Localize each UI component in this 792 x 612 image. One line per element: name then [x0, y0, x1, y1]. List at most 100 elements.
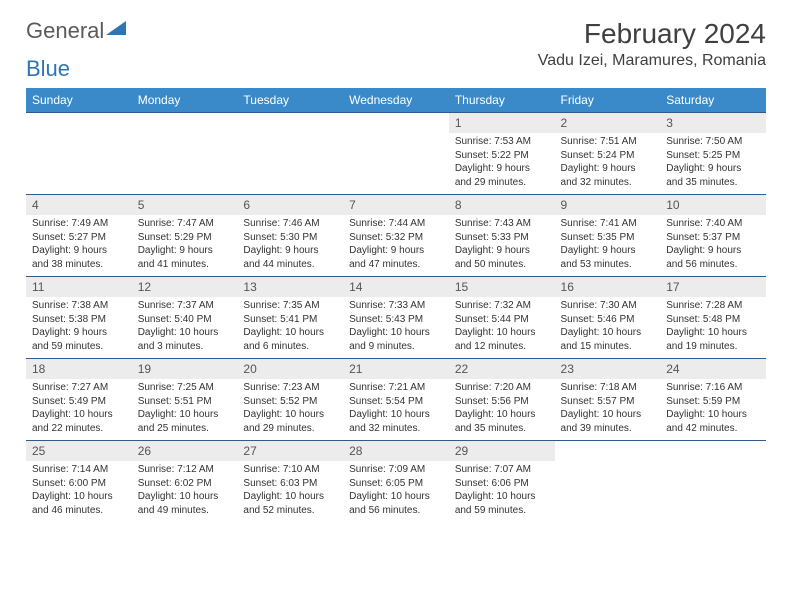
calendar-cell: 17Sunrise: 7:28 AMSunset: 5:48 PMDayligh… [660, 277, 766, 359]
calendar-cell [660, 441, 766, 523]
day-number: 20 [237, 359, 343, 379]
day-detail-line: Sunset: 5:41 PM [243, 313, 337, 327]
day-details: Sunrise: 7:16 AMSunset: 5:59 PMDaylight:… [660, 379, 766, 439]
day-detail-line: Sunset: 5:43 PM [349, 313, 443, 327]
calendar-cell: 9Sunrise: 7:41 AMSunset: 5:35 PMDaylight… [555, 195, 661, 277]
day-detail-line: Daylight: 10 hours [243, 326, 337, 340]
day-detail-line: and 38 minutes. [32, 258, 126, 272]
day-detail-line: Sunrise: 7:23 AM [243, 381, 337, 395]
day-number: 12 [132, 277, 238, 297]
day-detail-line: Sunrise: 7:10 AM [243, 463, 337, 477]
day-detail-line: and 29 minutes. [243, 422, 337, 436]
logo-triangle-icon [106, 21, 126, 37]
day-number: 23 [555, 359, 661, 379]
day-number: 29 [449, 441, 555, 461]
day-number: 17 [660, 277, 766, 297]
day-details: Sunrise: 7:38 AMSunset: 5:38 PMDaylight:… [26, 297, 132, 357]
day-detail-line: Sunrise: 7:38 AM [32, 299, 126, 313]
day-details: Sunrise: 7:14 AMSunset: 6:00 PMDaylight:… [26, 461, 132, 521]
day-detail-line: Sunset: 5:51 PM [138, 395, 232, 409]
day-details: Sunrise: 7:10 AMSunset: 6:03 PMDaylight:… [237, 461, 343, 521]
day-detail-line: Daylight: 9 hours [561, 162, 655, 176]
day-details: Sunrise: 7:47 AMSunset: 5:29 PMDaylight:… [132, 215, 238, 275]
day-detail-line: Sunrise: 7:18 AM [561, 381, 655, 395]
day-number: 7 [343, 195, 449, 215]
day-detail-line: Daylight: 10 hours [666, 408, 760, 422]
calendar-table: Sunday Monday Tuesday Wednesday Thursday… [26, 88, 766, 523]
day-detail-line: Daylight: 10 hours [455, 408, 549, 422]
day-detail-line: Sunset: 5:24 PM [561, 149, 655, 163]
day-detail-line: Sunrise: 7:41 AM [561, 217, 655, 231]
day-detail-line: Sunrise: 7:49 AM [32, 217, 126, 231]
day-detail-line: and 19 minutes. [666, 340, 760, 354]
day-details: Sunrise: 7:43 AMSunset: 5:33 PMDaylight:… [449, 215, 555, 275]
day-details: Sunrise: 7:23 AMSunset: 5:52 PMDaylight:… [237, 379, 343, 439]
day-detail-line: Sunset: 5:27 PM [32, 231, 126, 245]
calendar-cell: 8Sunrise: 7:43 AMSunset: 5:33 PMDaylight… [449, 195, 555, 277]
day-detail-line: Sunrise: 7:37 AM [138, 299, 232, 313]
calendar-cell: 29Sunrise: 7:07 AMSunset: 6:06 PMDayligh… [449, 441, 555, 523]
day-detail-line: Sunrise: 7:43 AM [455, 217, 549, 231]
day-detail-line: and 29 minutes. [455, 176, 549, 190]
calendar-cell: 11Sunrise: 7:38 AMSunset: 5:38 PMDayligh… [26, 277, 132, 359]
day-detail-line: and 9 minutes. [349, 340, 443, 354]
day-detail-line: Sunset: 5:33 PM [455, 231, 549, 245]
day-number: 16 [555, 277, 661, 297]
day-detail-line: and 56 minutes. [349, 504, 443, 518]
day-details: Sunrise: 7:49 AMSunset: 5:27 PMDaylight:… [26, 215, 132, 275]
day-detail-line: and 46 minutes. [32, 504, 126, 518]
day-details: Sunrise: 7:27 AMSunset: 5:49 PMDaylight:… [26, 379, 132, 439]
day-number: 11 [26, 277, 132, 297]
day-detail-line: and 32 minutes. [561, 176, 655, 190]
day-detail-line: Sunset: 5:44 PM [455, 313, 549, 327]
day-details: Sunrise: 7:50 AMSunset: 5:25 PMDaylight:… [660, 133, 766, 193]
calendar-cell: 20Sunrise: 7:23 AMSunset: 5:52 PMDayligh… [237, 359, 343, 441]
day-details: Sunrise: 7:33 AMSunset: 5:43 PMDaylight:… [343, 297, 449, 357]
calendar-cell: 15Sunrise: 7:32 AMSunset: 5:44 PMDayligh… [449, 277, 555, 359]
day-header: Friday [555, 88, 661, 113]
day-detail-line: Sunset: 5:37 PM [666, 231, 760, 245]
day-detail-line: and 22 minutes. [32, 422, 126, 436]
day-detail-line: Sunset: 5:35 PM [561, 231, 655, 245]
day-details: Sunrise: 7:32 AMSunset: 5:44 PMDaylight:… [449, 297, 555, 357]
day-detail-line: Daylight: 10 hours [455, 490, 549, 504]
day-number: 25 [26, 441, 132, 461]
day-detail-line: Daylight: 9 hours [138, 244, 232, 258]
day-header: Tuesday [237, 88, 343, 113]
day-detail-line: Sunrise: 7:30 AM [561, 299, 655, 313]
calendar-cell: 28Sunrise: 7:09 AMSunset: 6:05 PMDayligh… [343, 441, 449, 523]
day-detail-line: Sunrise: 7:53 AM [455, 135, 549, 149]
day-detail-line: and 25 minutes. [138, 422, 232, 436]
calendar-cell: 10Sunrise: 7:40 AMSunset: 5:37 PMDayligh… [660, 195, 766, 277]
calendar-cell: 2Sunrise: 7:51 AMSunset: 5:24 PMDaylight… [555, 113, 661, 195]
day-detail-line: Sunrise: 7:35 AM [243, 299, 337, 313]
calendar-cell: 7Sunrise: 7:44 AMSunset: 5:32 PMDaylight… [343, 195, 449, 277]
logo-text-2: Blue [26, 56, 766, 82]
day-details: Sunrise: 7:37 AMSunset: 5:40 PMDaylight:… [132, 297, 238, 357]
logo-text-1: General [26, 18, 104, 44]
calendar-cell [343, 113, 449, 195]
day-detail-line: Daylight: 9 hours [243, 244, 337, 258]
day-detail-line: Sunset: 5:29 PM [138, 231, 232, 245]
day-detail-line: and 6 minutes. [243, 340, 337, 354]
day-detail-line: Daylight: 9 hours [32, 244, 126, 258]
day-detail-line: and 59 minutes. [32, 340, 126, 354]
day-header: Thursday [449, 88, 555, 113]
day-detail-line: Sunset: 5:46 PM [561, 313, 655, 327]
day-detail-line: Sunrise: 7:20 AM [455, 381, 549, 395]
day-header-row: Sunday Monday Tuesday Wednesday Thursday… [26, 88, 766, 113]
day-number: 28 [343, 441, 449, 461]
calendar-cell: 18Sunrise: 7:27 AMSunset: 5:49 PMDayligh… [26, 359, 132, 441]
day-header: Wednesday [343, 88, 449, 113]
day-number: 22 [449, 359, 555, 379]
day-detail-line: Sunrise: 7:33 AM [349, 299, 443, 313]
day-detail-line: Sunset: 5:54 PM [349, 395, 443, 409]
day-detail-line: Daylight: 10 hours [561, 326, 655, 340]
calendar-cell [555, 441, 661, 523]
day-detail-line: Sunset: 6:06 PM [455, 477, 549, 491]
day-detail-line: Sunrise: 7:27 AM [32, 381, 126, 395]
day-details: Sunrise: 7:09 AMSunset: 6:05 PMDaylight:… [343, 461, 449, 521]
day-detail-line: and 15 minutes. [561, 340, 655, 354]
day-detail-line: Sunrise: 7:25 AM [138, 381, 232, 395]
calendar-cell: 14Sunrise: 7:33 AMSunset: 5:43 PMDayligh… [343, 277, 449, 359]
